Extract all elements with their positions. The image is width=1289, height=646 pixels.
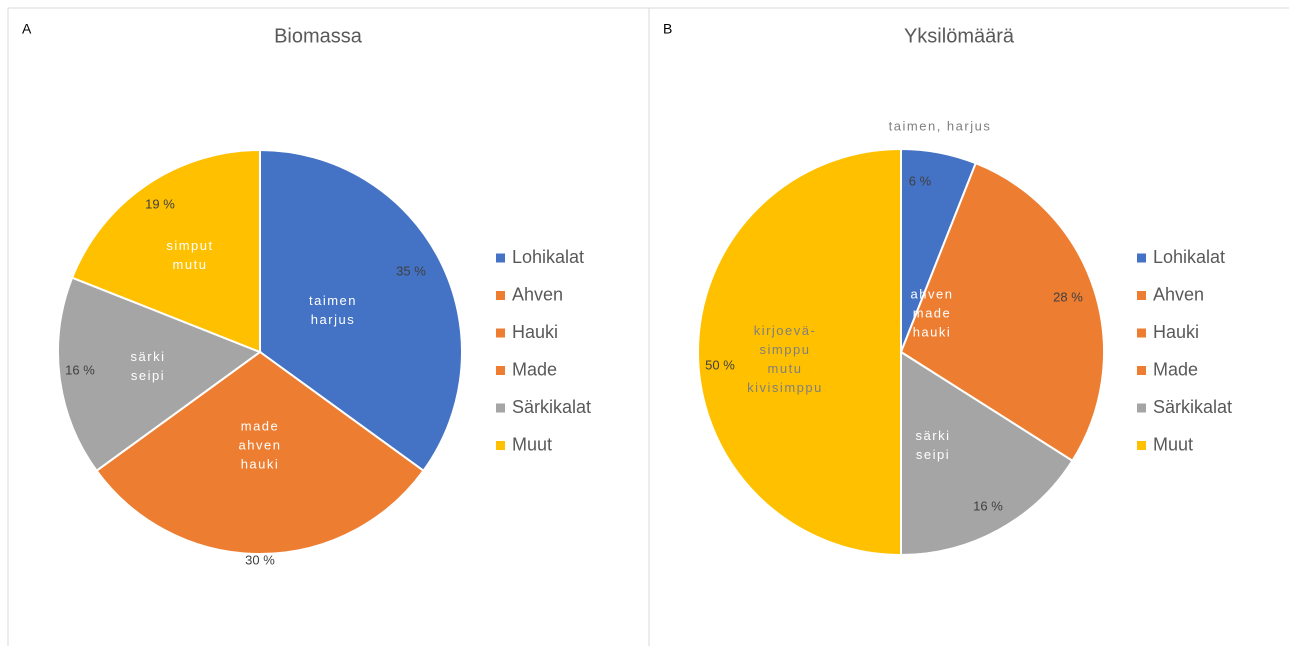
legend-label: Särkikalat — [512, 397, 591, 417]
legend-swatch — [1137, 328, 1146, 338]
legend-swatch — [496, 328, 505, 338]
panel-letter: A — [22, 21, 32, 37]
slice-label: made — [241, 418, 280, 433]
pie-slice — [697, 147, 902, 557]
pie-slice — [70, 148, 261, 354]
slice-label: särki — [916, 428, 951, 443]
slice-label: seipi — [131, 368, 165, 383]
value-label: 28 % — [1053, 289, 1083, 304]
value-label: 16 % — [65, 362, 95, 377]
slice-label: särki — [131, 349, 166, 364]
pie-slice — [899, 161, 1106, 463]
legend-swatch — [1137, 366, 1146, 375]
legend-swatch — [496, 253, 505, 263]
slice-label: mutu — [768, 361, 803, 376]
slice-label: ahven — [911, 286, 954, 301]
legend-label: Särkikalat — [1153, 397, 1232, 417]
value-label: 19 % — [145, 196, 175, 211]
slice-label: kirjoevä- — [754, 323, 817, 338]
value-label: 35 % — [396, 263, 426, 278]
value-label: 16 % — [973, 498, 1003, 513]
legend-label: Lohikalat — [512, 247, 584, 267]
slice-label: taimen, harjus — [889, 118, 992, 133]
slice-label: seipi — [916, 447, 950, 462]
legend-label: Hauki — [1153, 322, 1199, 342]
legend-label: Made — [512, 359, 557, 379]
legend-label: Hauki — [512, 322, 558, 342]
legend-label: Lohikalat — [1153, 247, 1225, 267]
legend-label: Ahven — [1153, 284, 1204, 304]
pie-slice — [259, 148, 463, 473]
legend-swatch — [496, 366, 505, 375]
legend-swatch — [1137, 291, 1146, 300]
legend-label: Muut — [1153, 434, 1193, 454]
legend-swatch — [1137, 253, 1146, 263]
slice-label: mutu — [173, 257, 208, 272]
chart-title: Biomassa — [274, 25, 363, 47]
slice-label: taimen — [309, 293, 357, 308]
legend-label: Ahven — [512, 284, 563, 304]
value-label: 6 % — [909, 173, 932, 188]
pie-slice — [95, 350, 425, 555]
legend-swatch — [1137, 403, 1146, 413]
pie-slice — [900, 350, 1074, 557]
legend-label: Made — [1153, 359, 1198, 379]
slice-label: harjus — [311, 312, 355, 327]
slice-label: simppu — [760, 342, 811, 357]
panel-letter: B — [663, 21, 672, 37]
legend-label: Muut — [512, 434, 552, 454]
legend-swatch — [1137, 441, 1146, 450]
slice-label: made — [913, 305, 952, 320]
slice-label: hauki — [913, 324, 952, 339]
legend-swatch — [496, 403, 505, 413]
legend-swatch — [496, 441, 505, 450]
slice-label: ahven — [239, 437, 282, 452]
pie-slice — [57, 276, 263, 473]
slice-label: hauki — [241, 456, 280, 471]
slice-label: kivisimppu — [747, 380, 823, 395]
legend-swatch — [496, 291, 505, 300]
value-label: 30 % — [245, 552, 275, 567]
chart-title: Yksilömäärä — [904, 25, 1015, 47]
slice-label: simput — [166, 238, 213, 253]
value-label: 50 % — [705, 357, 735, 372]
